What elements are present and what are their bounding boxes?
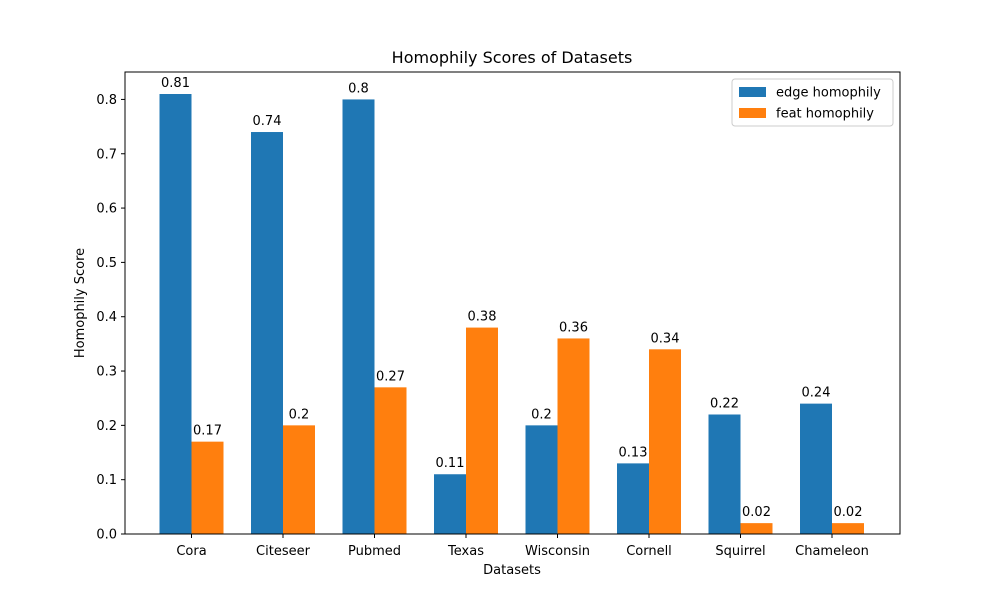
- y-tick-label: 0.4: [96, 310, 117, 325]
- bar-value-label: 0.38: [468, 310, 497, 325]
- bar-edge-texas: [434, 474, 466, 534]
- bar-feat-texas: [466, 327, 498, 534]
- x-axis-title: Datasets: [483, 563, 541, 578]
- bar-value-label: 0.02: [742, 505, 771, 520]
- x-tick-label: Cora: [176, 544, 206, 559]
- bar-value-label: 0.11: [436, 456, 465, 471]
- x-tick-label: Squirrel: [715, 544, 765, 559]
- bar-feat-cora: [191, 441, 224, 534]
- plot-area: 0.81 0.17 Cora 0.74 0.2 Citeseer 0.8 0.27 Pubmed…: [96, 71, 901, 559]
- bar-value-label: 0.22: [710, 396, 739, 411]
- y-tick-label: 0.1: [96, 473, 117, 488]
- bar-value-label: 0.17: [193, 424, 222, 439]
- legend: edge homophily feat homophily: [731, 78, 894, 127]
- axes-frame: [124, 71, 901, 535]
- bar-value-label: 0.27: [376, 369, 405, 384]
- y-tick-label: 0.5: [96, 256, 117, 271]
- bar-value-label: 0.2: [531, 407, 552, 422]
- x-tick-label: Texas: [447, 544, 484, 559]
- y-tick-label: 0.8: [96, 93, 117, 108]
- y-axis-title: Homophily Score: [73, 248, 88, 358]
- bar-edge-chameleon: [800, 403, 832, 534]
- bar-value-label: 0.02: [834, 505, 863, 520]
- bar-edge-squirrel: [708, 414, 741, 534]
- bar-feat-pubmed: [374, 387, 407, 534]
- legend-box: [731, 78, 894, 127]
- bar-value-label: 0.74: [253, 114, 282, 129]
- y-tick-label: 0.3: [96, 365, 117, 380]
- y-tick-label: 0.2: [96, 419, 117, 434]
- legend-swatch-feat: [739, 108, 766, 118]
- bar-edge-citeseer: [251, 132, 283, 534]
- x-tick-label: Cornell: [626, 544, 672, 559]
- bar-feat-squirrel: [740, 523, 773, 534]
- bar-feat-cornell: [649, 349, 681, 534]
- bar-value-label: 0.34: [651, 331, 680, 346]
- bar-value-label: 0.8: [348, 81, 369, 96]
- bar-feat-citeseer: [283, 425, 315, 534]
- x-tick-label: Citeseer: [256, 544, 311, 559]
- y-tick-label: 0.7: [96, 147, 117, 162]
- bar-feat-chameleon: [832, 523, 864, 534]
- bar-value-label: 0.24: [802, 386, 831, 401]
- legend-label-feat: feat homophily: [776, 107, 874, 122]
- bar-edge-wisconsin: [525, 425, 558, 534]
- bar-edge-pubmed: [342, 99, 375, 534]
- x-tick-label: Chameleon: [795, 544, 869, 559]
- bar-edge-cornell: [617, 463, 649, 534]
- chart-title: Homophily Scores of Datasets: [392, 48, 633, 67]
- bar-edge-cora: [159, 94, 192, 534]
- bar-value-label: 0.13: [619, 445, 648, 460]
- bar-value-label: 0.2: [289, 407, 310, 422]
- x-tick-label: Wisconsin: [525, 544, 590, 559]
- bar-value-label: 0.81: [161, 76, 190, 91]
- legend-swatch-edge: [739, 87, 766, 97]
- legend-label-edge: edge homophily: [776, 86, 881, 101]
- y-tick-label: 0.0: [96, 528, 117, 543]
- bar-value-label: 0.36: [559, 320, 588, 335]
- x-tick-label: Pubmed: [348, 544, 401, 559]
- bar-feat-wisconsin: [557, 338, 590, 534]
- y-tick-label: 0.6: [96, 202, 117, 217]
